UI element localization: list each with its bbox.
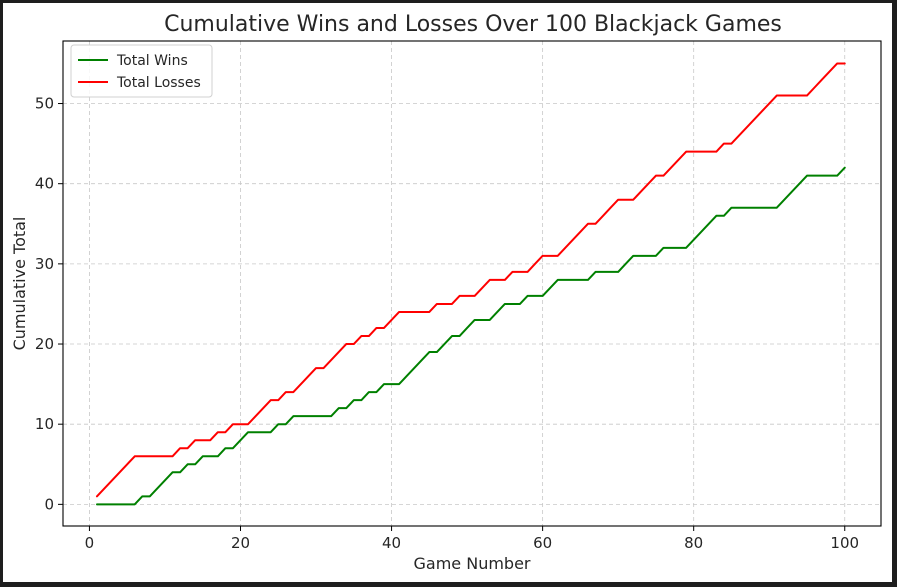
y-tick-label: 40 xyxy=(35,175,54,193)
y-axis-label: Cumulative Total xyxy=(10,217,29,351)
x-tick-label: 20 xyxy=(231,534,250,552)
chart-figure: Cumulative Wins and Losses Over 100 Blac… xyxy=(3,3,892,582)
legend: Total Wins Total Losses xyxy=(70,44,213,98)
y-tick-label: 10 xyxy=(35,415,54,433)
y-tick-label: 50 xyxy=(35,95,54,113)
y-tick-label: 0 xyxy=(44,495,54,513)
chart-title: Cumulative Wins and Losses Over 100 Blac… xyxy=(164,12,782,37)
x-axis-label: Game Number xyxy=(414,554,531,573)
legend-label-wins: Total Wins xyxy=(116,53,188,69)
y-tick-label: 30 xyxy=(35,255,54,273)
x-tick-label: 80 xyxy=(684,534,703,552)
x-tick-label: 60 xyxy=(533,534,552,552)
axis-ticks: 0 20 40 60 80 100 0 10 20 30 40 50 xyxy=(35,95,859,552)
plot-area-frame xyxy=(62,40,882,527)
series-lines xyxy=(95,62,846,506)
grid xyxy=(63,41,881,526)
series-line-wins xyxy=(95,166,846,506)
x-tick-label: 0 xyxy=(85,534,95,552)
y-tick-label: 20 xyxy=(35,335,54,353)
legend-label-losses: Total Losses xyxy=(116,75,201,91)
series-line-losses xyxy=(95,62,846,498)
line-chart: Cumulative Wins and Losses Over 100 Blac… xyxy=(10,12,882,573)
legend-box xyxy=(70,44,213,98)
x-tick-label: 40 xyxy=(382,534,401,552)
x-tick-label: 100 xyxy=(830,534,859,552)
